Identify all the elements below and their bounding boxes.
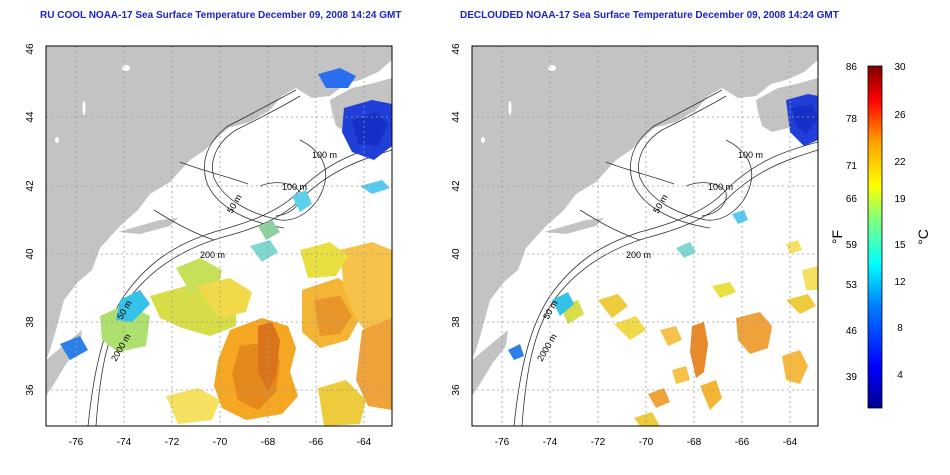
y-tick-label: 46: [25, 43, 36, 55]
celsius-label: °C: [915, 229, 931, 245]
fahrenheit-tick: 46: [846, 326, 858, 337]
fahrenheit-tick: 59: [846, 240, 858, 251]
contour-label: 200 m: [200, 250, 225, 260]
y-tick-label: 40: [25, 248, 36, 260]
y-tick-label: 46: [451, 43, 462, 55]
fahrenheit-tick: 66: [846, 194, 858, 205]
left-map-frame: [45, 45, 393, 427]
fahrenheit-tick: 86: [846, 62, 858, 73]
x-tick-label: -74: [117, 437, 132, 448]
y-tick-label: 36: [451, 384, 462, 396]
y-tick-label: 42: [25, 180, 36, 192]
x-tick-label: -74: [543, 437, 558, 448]
celsius-tick: 26: [894, 110, 906, 121]
x-tick-label: -70: [639, 437, 654, 448]
land-mass: [46, 46, 392, 360]
right-map: 100 m 100 m 50 m 200 m 50 m 2000 m -76 -…: [451, 43, 819, 448]
y-tick-label: 44: [451, 111, 462, 123]
x-tick-label: -68: [261, 437, 276, 448]
contour-label: 100 m: [282, 182, 307, 192]
fahrenheit-label: °F: [829, 230, 845, 244]
right-graticule: [472, 46, 818, 426]
x-tick-label: -66: [735, 437, 750, 448]
x-tick-label: -64: [357, 437, 372, 448]
x-tick-label: -64: [783, 437, 798, 448]
delmarva-land: [472, 330, 508, 396]
y-tick-label: 38: [25, 316, 36, 328]
right-x-axis: -76 -74 -72 -70 -68 -66 -64: [495, 437, 798, 448]
fahrenheit-ticks: 86 78 71 66 59 53 46 39: [846, 62, 858, 383]
contour-label: 100 m: [312, 150, 337, 160]
y-tick-label: 36: [25, 384, 36, 396]
celsius-tick: 15: [894, 240, 906, 251]
contour-label: 200 m: [626, 250, 651, 260]
y-tick-label: 40: [451, 248, 462, 260]
celsius-tick: 22: [894, 157, 906, 168]
right-map-title: DECLOUDED NOAA-17 Sea Surface Temperatur…: [460, 10, 839, 21]
land-mass: [472, 46, 818, 360]
colorbar-gradient: [867, 65, 883, 409]
celsius-tick: 8: [897, 323, 903, 334]
fahrenheit-tick: 78: [846, 114, 858, 125]
long-island-land: [118, 218, 178, 234]
fahrenheit-tick: 39: [846, 372, 858, 383]
x-tick-label: -70: [213, 437, 228, 448]
celsius-ticks: 30 26 22 19 15 12 8 4: [894, 62, 906, 381]
fahrenheit-tick: 71: [846, 161, 858, 172]
left-graticule: [46, 46, 392, 426]
contour-label: 100 m: [708, 182, 733, 192]
x-tick-label: -72: [165, 437, 180, 448]
y-tick-label: 42: [451, 180, 462, 192]
right-map-frame: [471, 45, 819, 427]
y-tick-label: 44: [25, 111, 36, 123]
colorbar: 86 78 71 66 59 53 46 39 30 26 22 19 15 1…: [829, 62, 931, 409]
x-tick-label: -76: [69, 437, 84, 448]
left-x-axis: -76 -74 -72 -70 -68 -66 -64: [69, 437, 372, 448]
right-y-axis: 46 44 42 40 38 36: [451, 43, 462, 396]
left-map: 100 m 100 m 50 m 200 m 50 m 2000 m -76 -…: [25, 43, 393, 448]
left-y-axis: 46 44 42 40 38 36: [25, 43, 36, 396]
celsius-tick: 12: [894, 277, 906, 288]
left-sst-data: [60, 68, 392, 426]
fahrenheit-tick: 53: [846, 280, 858, 291]
celsius-tick: 30: [894, 62, 906, 73]
y-tick-label: 38: [451, 316, 462, 328]
x-tick-label: -68: [687, 437, 702, 448]
celsius-tick: 4: [897, 370, 903, 381]
bathymetry-contours: [513, 89, 818, 426]
x-tick-label: -76: [495, 437, 510, 448]
x-tick-label: -66: [309, 437, 324, 448]
right-sst-data: [508, 94, 818, 426]
left-map-title: RU COOL NOAA-17 Sea Surface Temperature …: [40, 10, 402, 21]
long-island-land: [544, 218, 604, 234]
celsius-tick: 19: [894, 194, 906, 205]
x-tick-label: -72: [591, 437, 606, 448]
contour-label: 100 m: [738, 150, 763, 160]
